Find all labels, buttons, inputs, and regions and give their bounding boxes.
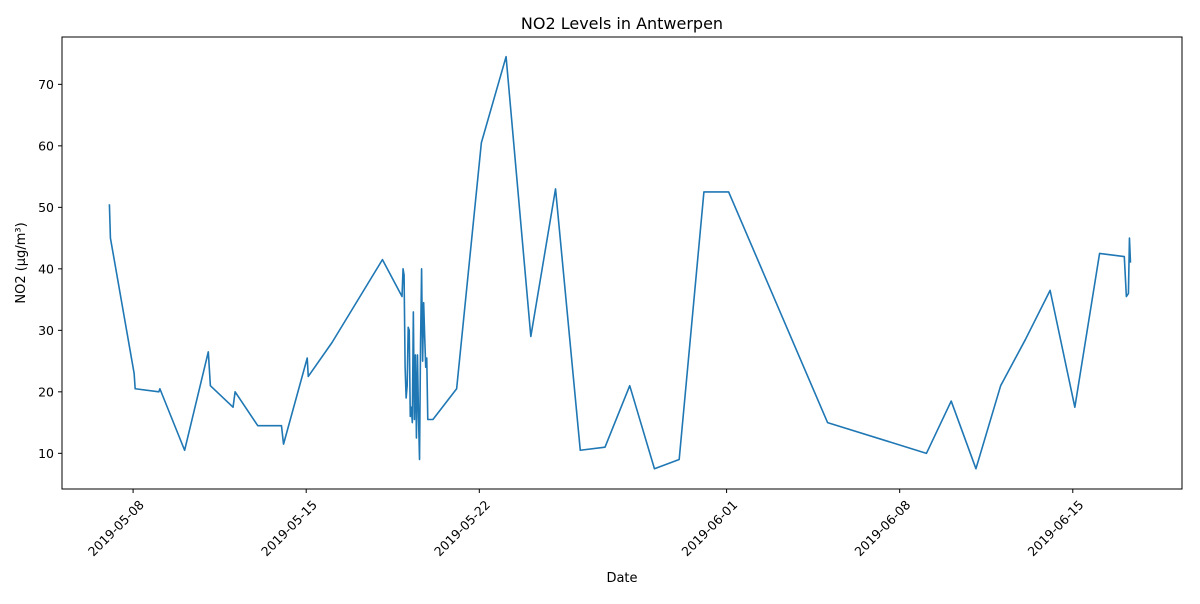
series-layer bbox=[109, 57, 1130, 469]
y-tick-label: 50 bbox=[38, 200, 54, 215]
y-tick-label: 30 bbox=[38, 323, 54, 338]
chart-title: NO2 Levels in Antwerpen bbox=[521, 14, 723, 33]
x-tick-label: 2019-05-08 bbox=[85, 497, 147, 559]
x-tick-label: 2019-05-15 bbox=[258, 497, 320, 559]
x-axis-ticks: 2019-05-08 2019-05-15 2019-05-22 2019-06-01… bbox=[85, 489, 1087, 559]
y-tick-label: 70 bbox=[38, 77, 54, 92]
y-tick-label: 60 bbox=[38, 138, 54, 153]
x-axis-label: Date bbox=[606, 571, 637, 586]
x-tick-label: 2019-06-01 bbox=[678, 497, 740, 559]
y-tick-label: 10 bbox=[38, 446, 54, 461]
x-tick-label: 2019-06-08 bbox=[851, 497, 913, 559]
series-line bbox=[109, 57, 1130, 469]
x-tick-label: 2019-05-22 bbox=[431, 497, 493, 559]
y-axis-label: NO2 (µg/m³) bbox=[14, 222, 29, 303]
y-axis-ticks: 10 20 30 40 50 60 70 bbox=[38, 77, 62, 461]
y-tick-label: 20 bbox=[38, 384, 54, 399]
x-tick-label: 2019-06-15 bbox=[1025, 497, 1087, 559]
y-tick-label: 40 bbox=[38, 261, 54, 276]
plot-area-frame bbox=[62, 37, 1182, 489]
